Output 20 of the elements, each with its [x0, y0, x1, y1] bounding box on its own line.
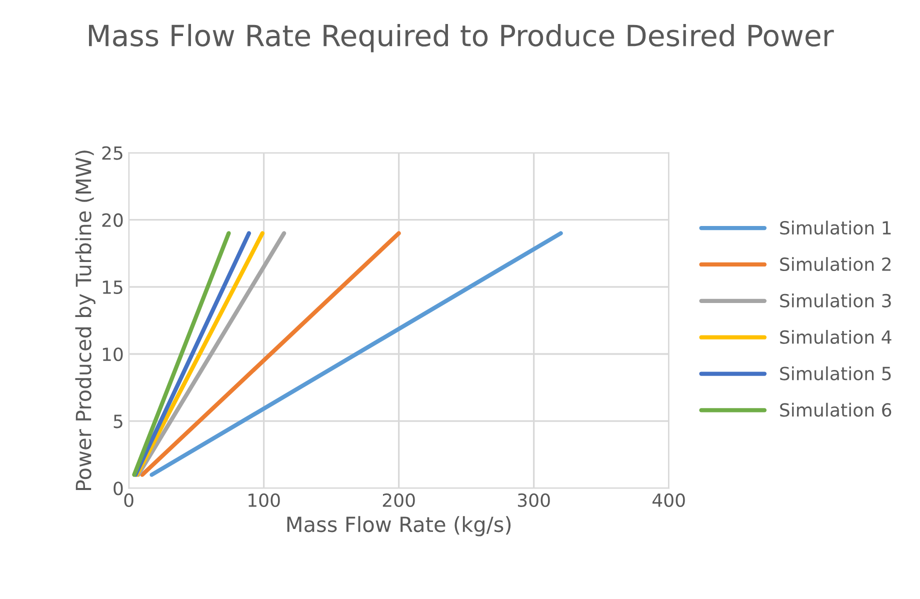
x-tick-label: 100: [248, 493, 280, 508]
y-tick-label: 5: [114, 414, 122, 428]
legend-label: Simulation 4: [780, 330, 892, 344]
legend-label: Simulation 6: [780, 402, 892, 417]
y-tick-label: 20: [102, 213, 123, 227]
chart-title: Mass Flow Rate Required to Produce Desired Power: [88, 24, 834, 52]
x-tick-label: 400: [652, 493, 685, 508]
x-tick-label: 300: [518, 493, 550, 508]
y-tick-label: 25: [102, 146, 122, 160]
x-axis-title: Mass Flow Rate (kg/s): [287, 516, 511, 536]
y-axis-title: Power Produced by Turbine (MW): [75, 150, 96, 490]
x-tick-label: 0: [124, 493, 134, 508]
legend-label: Simulation 2: [780, 257, 891, 272]
y-tick-label: 0: [114, 482, 123, 496]
legend-label: Simulation 5: [780, 366, 891, 380]
x-tick-label: 200: [382, 493, 415, 508]
y-tick-label: 15: [102, 280, 122, 294]
legend-label: Simulation 1: [780, 220, 891, 235]
legend-label: Simulation 3: [780, 294, 891, 308]
y-tick-label: 10: [102, 347, 123, 362]
